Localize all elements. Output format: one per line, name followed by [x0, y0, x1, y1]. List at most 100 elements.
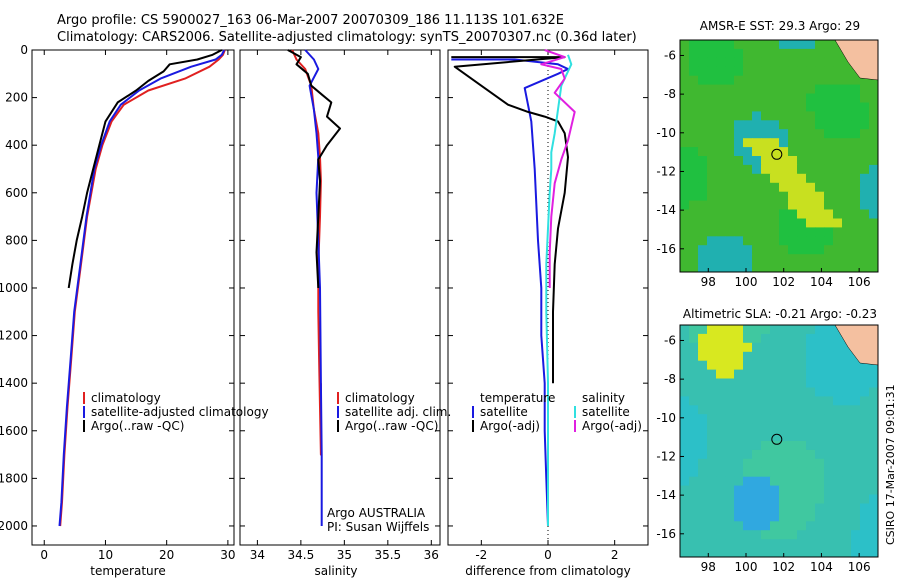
map-cell: [689, 512, 699, 522]
series-temperature-argo-adj-: [451, 56, 569, 384]
map-cell: [824, 387, 834, 397]
map-cell: [833, 75, 843, 86]
map-cell: [770, 75, 780, 86]
map-cell: [716, 191, 726, 202]
map-cell: [680, 138, 690, 148]
map-cell: [851, 539, 861, 549]
map-cell: [815, 405, 825, 415]
map-cell: [689, 333, 699, 344]
map-cell: [788, 209, 798, 219]
map-cell: [770, 236, 780, 246]
map-cell: [689, 521, 699, 531]
map-cell: [743, 164, 753, 175]
map-cell: [716, 200, 726, 210]
y-tick-label: 1800: [0, 471, 28, 485]
map-cell: [824, 236, 834, 246]
map-cell: [680, 476, 690, 487]
map-cell: [761, 40, 771, 50]
map-cell: [761, 218, 771, 228]
map-cell: [698, 449, 708, 460]
map-cell: [689, 467, 699, 478]
map-cell: [815, 476, 825, 487]
x-tick-label: 0: [544, 548, 552, 562]
map-cell: [815, 102, 825, 112]
map-cell: [761, 209, 771, 219]
map-cell: [752, 512, 762, 522]
map-cell: [806, 48, 816, 59]
map-cell: [752, 93, 762, 103]
map-cell: [779, 369, 789, 379]
map-cell: [707, 458, 717, 469]
map-cell: [788, 530, 798, 540]
map-cell: [716, 458, 726, 469]
map-cell: [797, 548, 807, 558]
map-cell: [770, 432, 780, 442]
map-cell: [815, 325, 825, 335]
map-cell: [860, 120, 870, 130]
map-cell: [734, 548, 744, 558]
map-cell: [806, 325, 816, 335]
map-cell: [743, 191, 753, 202]
map-cell: [743, 245, 753, 255]
map-cell: [779, 182, 789, 193]
map-cell: [698, 218, 708, 228]
map-cell: [770, 325, 780, 335]
map-cell: [779, 530, 789, 540]
map-x-tick-label: 98: [701, 560, 716, 574]
map-cell: [860, 432, 870, 442]
map-cell: [788, 48, 798, 59]
map-cell: [770, 485, 780, 495]
map-cell: [752, 360, 762, 371]
map-cell: [779, 467, 789, 478]
map-cell: [716, 57, 726, 68]
map-cell: [716, 48, 726, 59]
map-cell: [734, 84, 744, 94]
map-cell: [797, 111, 807, 121]
map-cell: [842, 120, 852, 130]
map-cell: [833, 164, 843, 175]
map-cell: [761, 48, 771, 59]
map-cell: [725, 263, 735, 273]
map-cell: [869, 129, 879, 139]
map-cell: [833, 333, 843, 344]
map-cell: [725, 227, 735, 237]
map-cell: [761, 503, 771, 513]
map-cell: [698, 458, 708, 469]
map-cell: [770, 503, 780, 513]
annotation-institution: Argo AUSTRALIA: [327, 506, 426, 520]
map-cell: [851, 254, 861, 264]
map-cell: [851, 147, 861, 157]
map-cell: [707, 227, 717, 237]
map-cell: [851, 245, 861, 255]
map-cell: [689, 40, 699, 50]
map-cell: [797, 476, 807, 487]
legend-label-satellite: satellite adj. clim.: [345, 405, 451, 419]
map-cell: [806, 539, 816, 549]
map-cell: [869, 396, 879, 406]
map-cell: [869, 120, 879, 130]
map-cell: [707, 360, 717, 371]
map-cell: [734, 512, 744, 522]
map-cell: [743, 369, 753, 379]
map-cell: [752, 548, 762, 558]
map-cell: [860, 548, 870, 558]
annotation-pi: PI: Susan Wijffels: [327, 520, 429, 534]
map-cell: [833, 200, 843, 210]
map-cell: [707, 200, 717, 210]
map-cell: [689, 396, 699, 406]
map-cell: [788, 120, 798, 130]
map-cell: [698, 414, 708, 424]
map-cell: [824, 548, 834, 558]
map-cell: [869, 503, 879, 513]
salinity-legend: climatology satellite adj. clim. Argo(..…: [337, 391, 451, 433]
map-cell: [779, 245, 789, 255]
map-cell: [761, 378, 771, 388]
map-cell: [707, 245, 717, 255]
map-cell: [725, 378, 735, 388]
map-cell: [851, 530, 861, 540]
map-cell: [851, 449, 861, 460]
map-cell: [725, 209, 735, 219]
map-cell: [851, 173, 861, 184]
map-cell: [725, 147, 735, 157]
map-cell: [743, 485, 753, 495]
